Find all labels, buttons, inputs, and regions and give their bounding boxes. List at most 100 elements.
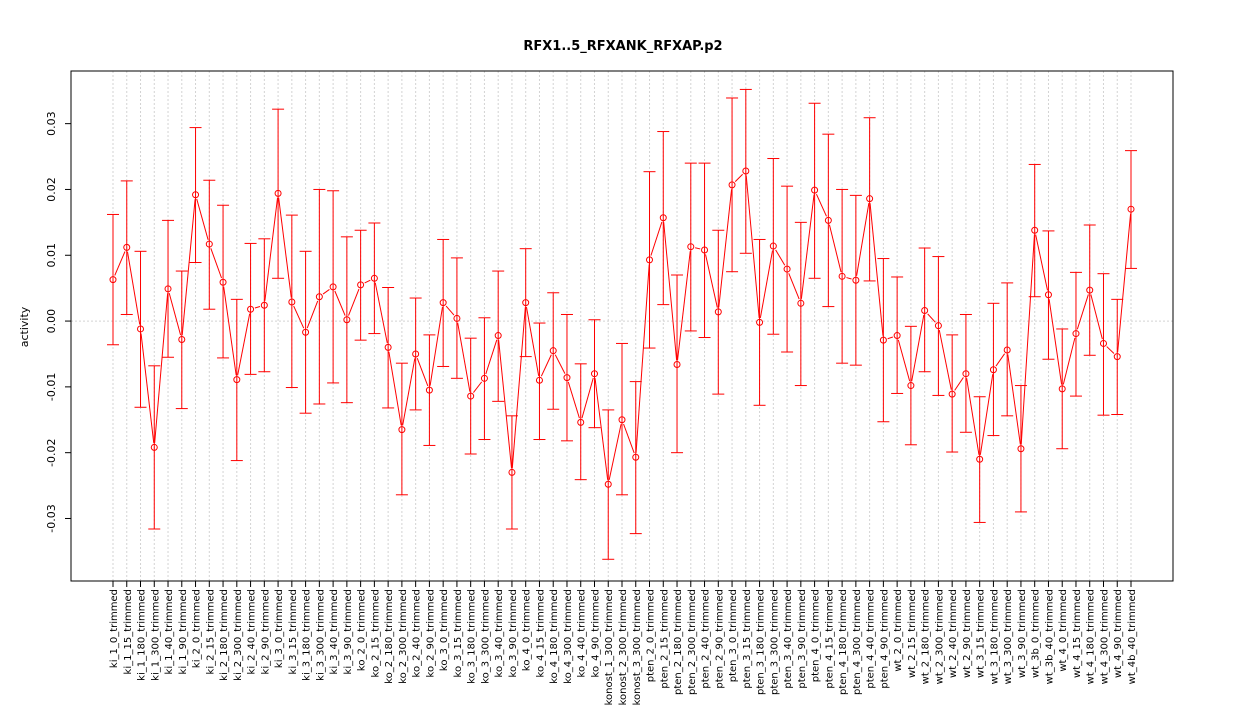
data-point	[467, 392, 475, 400]
x-tick-label: pten_3_40_trimmed	[783, 589, 794, 689]
x-tick-label: ki_3_90_trimmed	[343, 589, 354, 674]
data-point	[907, 382, 915, 390]
data-point	[494, 332, 502, 340]
data-point	[976, 455, 984, 463]
x-tick-label: ki_1_90_trimmed	[178, 589, 189, 674]
series-segment	[979, 374, 994, 455]
series-segment	[114, 251, 126, 276]
data-point	[948, 390, 956, 398]
data-point	[425, 386, 433, 394]
x-tick-label: ki_2_90_trimmed	[260, 589, 271, 674]
x-tick-label: wt_2_180_trimmed	[921, 589, 932, 684]
y-axis: -0.03 -0.02 -0.01 0.00 0.01 0.02 0.03	[45, 111, 71, 533]
series-segment	[210, 248, 222, 279]
x-tick-label: konost_1_300_trimmed	[604, 589, 615, 705]
y-tick-label: -0.03	[45, 504, 58, 532]
y-tick-label: 0.00	[45, 309, 58, 334]
x-tick-label: wt_4_0_trimmed	[1058, 589, 1069, 672]
x-tick-label: pten_3_0_trimmed	[728, 589, 739, 682]
x-tick-label: pten_2_15_trimmed	[659, 589, 670, 689]
x-tick-label: ki_1_40_trimmed	[164, 589, 175, 674]
data-points	[109, 167, 1135, 488]
series-segment	[608, 424, 622, 480]
data-point	[673, 360, 681, 368]
x-tick-label: wt_4_90_trimmed	[1113, 589, 1124, 678]
x-tick-label: ki_1_300_trimmed	[150, 589, 161, 681]
data-point	[233, 376, 241, 384]
x-tick-label: ki_3_0_trimmed	[274, 589, 285, 668]
series-segment	[168, 293, 182, 336]
data-point	[370, 274, 378, 282]
series-segment	[581, 377, 594, 419]
series-segment	[788, 273, 800, 300]
x-tick-label: ki_2_180_trimmed	[219, 589, 230, 681]
series-segment	[364, 279, 371, 284]
series-segment	[473, 381, 483, 393]
series-segment	[154, 293, 169, 443]
data-point	[962, 370, 970, 378]
x-tick-label: ki_1_0_trimmed	[109, 589, 120, 668]
x-tick-label: pten_3_90_trimmed	[797, 589, 808, 689]
series-segment	[278, 197, 292, 298]
series-segment	[869, 203, 884, 336]
series-segment	[677, 251, 691, 361]
data-point	[1058, 385, 1066, 393]
x-tick-label: ko_2_15_trimmed	[370, 589, 381, 677]
x-tick-label: ko_3_40_trimmed	[494, 589, 505, 677]
x-tick-label: ko_4_15_trimmed	[535, 589, 546, 677]
x-tick-label: wt_4_180_trimmed	[1086, 589, 1097, 684]
x-tick-label: pten_4_180_trimmed	[838, 589, 849, 695]
x-tick-label: pten_3_15_trimmed	[742, 589, 753, 689]
data-point	[1113, 353, 1121, 361]
series-segment	[1090, 294, 1103, 340]
data-point	[811, 186, 819, 194]
series-segment	[554, 354, 566, 374]
series-segment	[1106, 346, 1115, 354]
x-tick-label: wt_2_40_trimmed	[948, 589, 959, 678]
series-segment	[856, 203, 870, 276]
series-segment	[966, 378, 980, 455]
series-segment	[457, 322, 471, 392]
data-point	[921, 307, 929, 315]
x-tick-label: ki_2_40_trimmed	[247, 589, 258, 674]
series-segment	[388, 351, 402, 426]
x-tick-label: pten_4_0_trimmed	[811, 589, 822, 682]
data-point	[384, 343, 392, 351]
x-tick-label: ko_3_300_trimmed	[480, 589, 491, 684]
data-point	[989, 366, 997, 374]
x-tick-label: pten_2_0_trimmed	[646, 589, 657, 682]
x-tick-label: wt_4b_40_trimmed	[1127, 589, 1138, 684]
x-tick-label: pten_2_40_trimmed	[701, 589, 712, 689]
series-segment	[1062, 337, 1076, 385]
series-segment	[594, 378, 609, 480]
data-point	[934, 322, 942, 330]
data-point	[824, 216, 832, 224]
series-segment	[322, 289, 330, 295]
y-tick-label: 0.01	[45, 243, 58, 267]
data-point	[549, 347, 557, 355]
data-point	[742, 167, 750, 175]
x-tick-label: pten_2_300_trimmed	[687, 589, 698, 695]
series-segment	[567, 381, 580, 419]
x-tick-label: ki_3_15_trimmed	[288, 589, 299, 674]
series-segment	[540, 354, 552, 377]
x-tick-label: ko_2_0_trimmed	[357, 589, 368, 671]
data-point	[1031, 226, 1039, 234]
data-point	[150, 443, 158, 451]
x-tick-label: ki_2_15_trimmed	[205, 589, 216, 674]
series-segment	[237, 313, 251, 376]
x-axis: ki_1_0_trimmed ki_1_15_trimmed ki_1_180_tr…	[109, 581, 1138, 705]
data-point	[756, 318, 764, 326]
series-segment	[374, 282, 388, 344]
data-point	[866, 195, 874, 203]
x-tick-label: ko_2_40_trimmed	[412, 589, 423, 677]
series-segment	[775, 249, 786, 266]
series-segment	[181, 199, 196, 336]
data-point	[329, 283, 337, 291]
data-point	[659, 214, 667, 222]
x-tick-label: pten_4_90_trimmed	[879, 589, 890, 689]
data-point	[302, 328, 310, 336]
data-point	[247, 305, 255, 313]
x-tick-label: ki_1_15_trimmed	[123, 589, 134, 674]
